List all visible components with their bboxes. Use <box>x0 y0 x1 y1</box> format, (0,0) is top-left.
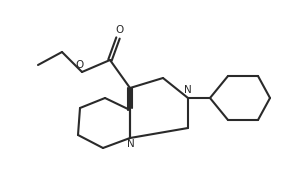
Text: O: O <box>115 24 123 35</box>
Text: O: O <box>76 60 84 69</box>
Text: N: N <box>127 139 135 149</box>
Text: N: N <box>184 85 191 95</box>
